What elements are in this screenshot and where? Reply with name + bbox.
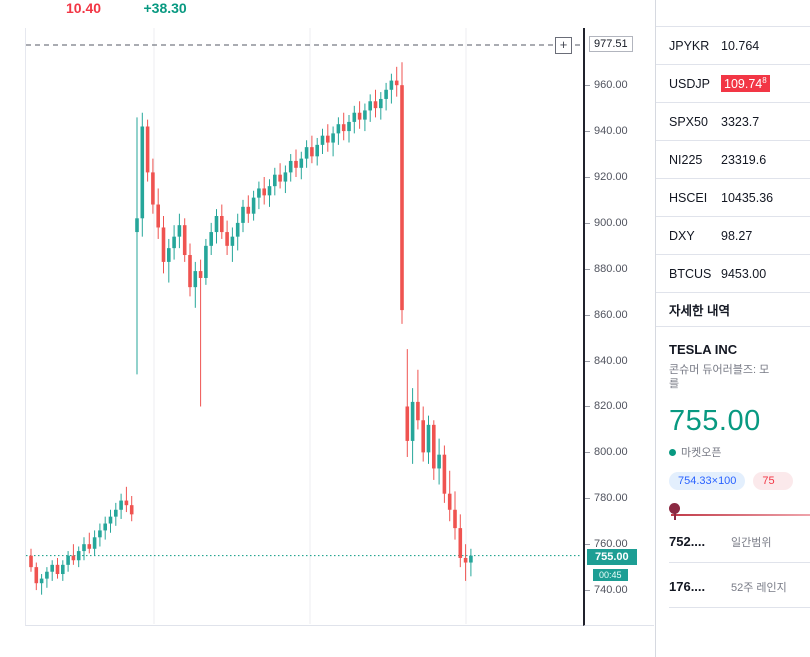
watchlist-symbol: USDJP bbox=[669, 76, 710, 91]
daily-range-row: 752.... 일간범위 bbox=[669, 534, 810, 550]
watchlist-price: 9453.00 bbox=[721, 266, 767, 281]
watchlist-price: 23319.6 bbox=[721, 152, 767, 167]
details-section-header[interactable]: 자세한 내역 bbox=[656, 293, 810, 327]
price-pin-icon bbox=[669, 503, 680, 514]
watchlist-symbol: BTCUS bbox=[669, 266, 712, 281]
legend-change-percent: +38.30 bbox=[143, 0, 187, 16]
watchlist-row[interactable]: NI225 23319.6 bbox=[656, 141, 810, 179]
watchlist-price: 10435.36 bbox=[721, 190, 774, 205]
watchlist-symbol: DXY bbox=[669, 228, 695, 243]
watchlist-row[interactable]: USDJP 109.748 bbox=[656, 65, 810, 103]
watchlist-price: 10.764 bbox=[721, 38, 760, 53]
week52-range-label: 52주 레인지 bbox=[731, 582, 787, 594]
symbol-details: TESLA INC 콘슈머 듀어러블즈: 모 를 755.00 마켓오픈 754… bbox=[656, 342, 810, 608]
chart-pane[interactable]: + bbox=[25, 28, 584, 626]
week52-range-row: 176.... 52주 레인지 bbox=[669, 579, 810, 595]
price-tick: 840.00 bbox=[585, 355, 628, 367]
daily-range-value: 752.... bbox=[669, 534, 706, 549]
watchlist-row[interactable]: BTCUS 9453.00 bbox=[656, 255, 810, 293]
ask-pill[interactable]: 75 bbox=[753, 472, 793, 490]
price-pin-stem bbox=[674, 513, 676, 520]
symbol-description: 콘슈머 듀어러블즈: 모 를 bbox=[669, 364, 770, 390]
price-tick: 780.00 bbox=[585, 492, 628, 504]
high-price-label: 977.51 bbox=[589, 36, 633, 52]
market-status: 마켓오픈 bbox=[669, 444, 810, 460]
daily-range-slider bbox=[669, 502, 810, 526]
watchlist-row[interactable]: DXY 98.27 bbox=[656, 217, 810, 255]
watchlist-symbol: NI225 bbox=[669, 152, 703, 167]
price-tick: 800.00 bbox=[585, 446, 628, 458]
watchlist-panel: JPYKR 10.764 USDJP 109.748 SPX50 3323.7 NI225 2… bbox=[655, 0, 810, 657]
bid-ask-row: 754.33×100 75 bbox=[669, 472, 810, 490]
divider bbox=[669, 607, 810, 608]
range-track bbox=[671, 514, 810, 516]
symbol-name: TESLA INC bbox=[669, 342, 738, 357]
watchlist-symbol: SPX50 bbox=[669, 114, 708, 129]
add-alert-plus-icon[interactable]: + bbox=[555, 37, 572, 54]
watchlist-symbol: HSCEI bbox=[669, 190, 708, 205]
price-axis[interactable]: 740.00 760.00 780.00 800.00 820.00 840.00 860.… bbox=[583, 28, 654, 626]
daily-range-label: 일간범위 bbox=[731, 537, 772, 549]
current-price-value: 755.00 bbox=[587, 548, 637, 565]
watchlist-rows: JPYKR 10.764 USDJP 109.748 SPX50 3323.7 NI225 2… bbox=[656, 26, 810, 293]
price-tick: 820.00 bbox=[585, 400, 628, 412]
watchlist-price: 109.748 bbox=[721, 74, 770, 93]
price-tick: 960.00 bbox=[585, 79, 628, 91]
chart-legend-clipped: 10.40 +38.30 bbox=[60, 0, 320, 17]
watchlist-price: 3323.7 bbox=[721, 114, 760, 129]
bar-countdown-timer: 00:45 bbox=[593, 568, 628, 581]
watchlist-row[interactable]: SPX50 3323.7 bbox=[656, 103, 810, 141]
price-tick: 860.00 bbox=[585, 309, 628, 321]
market-open-dot-icon bbox=[669, 448, 676, 456]
price-tick: 920.00 bbox=[585, 171, 628, 183]
watchlist-row[interactable]: JPYKR 10.764 bbox=[656, 27, 810, 65]
price-tick: 900.00 bbox=[585, 217, 628, 229]
current-price-badge: 755.00 00:45 bbox=[587, 547, 637, 583]
candlestick-chart[interactable] bbox=[26, 28, 584, 625]
price-tick: 760.00 bbox=[585, 538, 628, 550]
legend-change-value: 10.40 bbox=[66, 0, 102, 16]
divider bbox=[669, 562, 810, 563]
watchlist-row[interactable]: HSCEI 10435.36 bbox=[656, 179, 810, 217]
watchlist-symbol: JPYKR bbox=[669, 38, 710, 53]
bid-pill[interactable]: 754.33×100 bbox=[669, 472, 746, 490]
week52-range-value: 176.... bbox=[669, 579, 706, 594]
price-tick: 940.00 bbox=[585, 125, 628, 137]
watchlist-price: 98.27 bbox=[721, 228, 753, 243]
price-tick: 880.00 bbox=[585, 263, 628, 275]
last-price: 755.00 bbox=[669, 405, 761, 437]
price-tick: 740.00 bbox=[585, 584, 628, 596]
